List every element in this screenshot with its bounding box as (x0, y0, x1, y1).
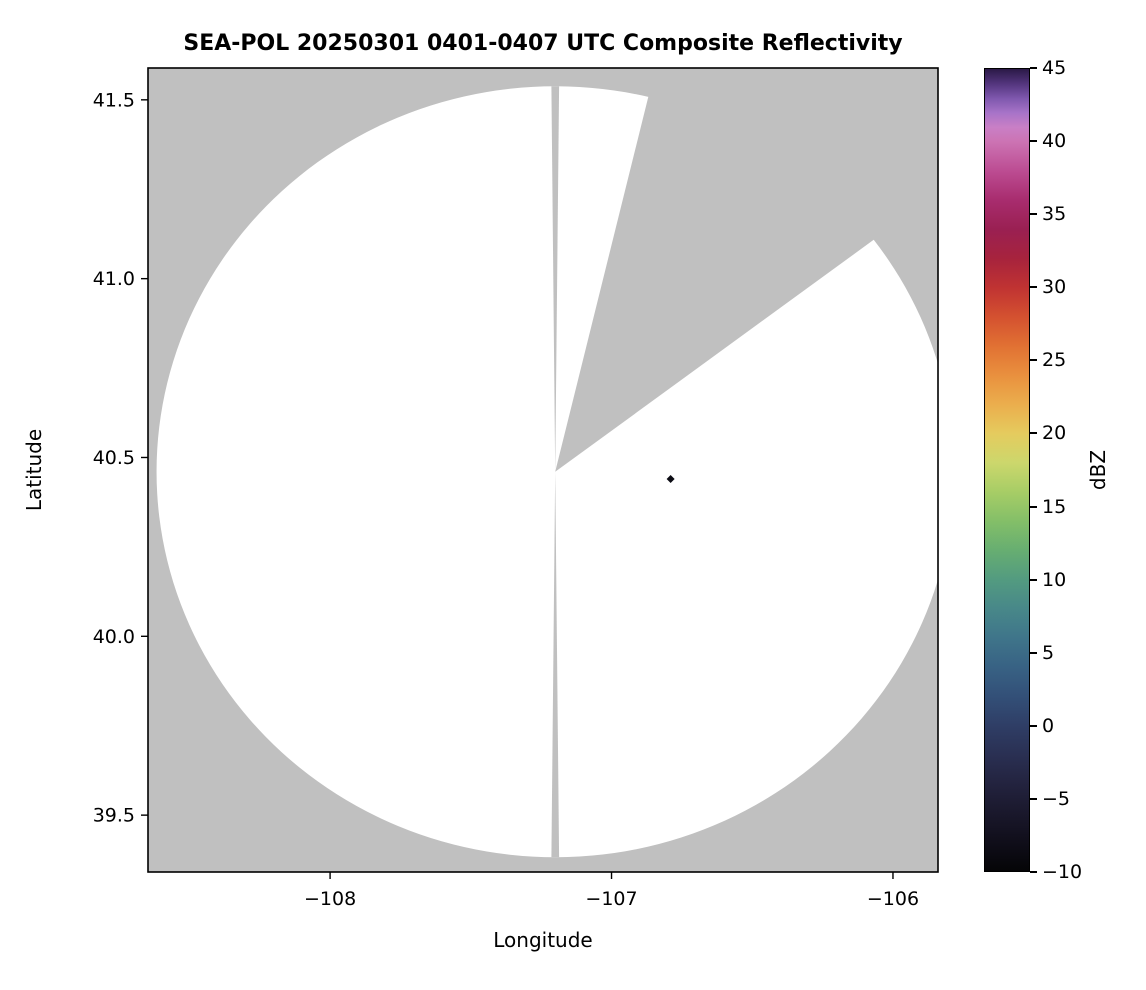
radar-coverage-area (156, 86, 938, 858)
colorbar-tick-mark (1030, 724, 1037, 727)
ray-gap (551, 86, 560, 472)
y-tick-label: 39.5 (93, 805, 135, 827)
colorbar-tick-label: 20 (1042, 422, 1067, 445)
x-tick-label: −106 (867, 888, 919, 910)
colorbar-tick-label: 0 (1042, 714, 1055, 737)
y-tick-label: 41.5 (93, 89, 135, 111)
colorbar-tick-mark (1030, 797, 1037, 800)
colorbar-tick-mark (1030, 651, 1037, 654)
colorbar-tick-mark (1030, 505, 1037, 508)
colorbar-tick-label: −10 (1042, 861, 1083, 883)
colorbar-tick-label: 15 (1042, 495, 1067, 518)
y-tick-label: 40.0 (93, 626, 135, 648)
y-tick-label: 41.0 (93, 268, 135, 290)
y-tick-label: 40.5 (93, 447, 135, 469)
colorbar-tick-label: 40 (1042, 130, 1067, 153)
colorbar-gradient (984, 68, 1030, 872)
colorbar-tick-label: 45 (1042, 57, 1067, 79)
plot-border (147, 67, 939, 873)
colorbar-tick-mark (1030, 359, 1037, 362)
x-tick-label: −107 (585, 888, 637, 910)
colorbar-tick-label: 30 (1042, 276, 1067, 299)
plot-title: SEA-POL 20250301 0401-0407 UTC Composite… (183, 31, 903, 56)
ray-gap (551, 471, 560, 858)
colorbar-tick-mark (1030, 432, 1037, 435)
colorbar-tick-mark (1030, 578, 1037, 581)
colorbar-tick-label: 5 (1042, 641, 1055, 664)
colorbar-tick-mark (1030, 871, 1037, 873)
colorbar-tick-mark (1030, 213, 1037, 216)
colorbar-tick-mark (1030, 140, 1037, 143)
reflectivity-echo (666, 474, 675, 483)
x-axis-label: Longitude (493, 928, 593, 952)
colorbar-tick-label: 35 (1042, 203, 1067, 226)
colorbar-tick-label: −5 (1042, 787, 1071, 810)
colorbar-tick-mark (1030, 67, 1037, 69)
colorbar-tick-mark (1030, 286, 1037, 289)
x-tick-label: −108 (304, 888, 356, 910)
colorbar-tick-label: 10 (1042, 568, 1067, 591)
colorbar-label: dBZ (1086, 449, 1110, 491)
y-axis-label: Latitude (22, 428, 46, 512)
colorbar-tick-label: 25 (1042, 349, 1067, 372)
